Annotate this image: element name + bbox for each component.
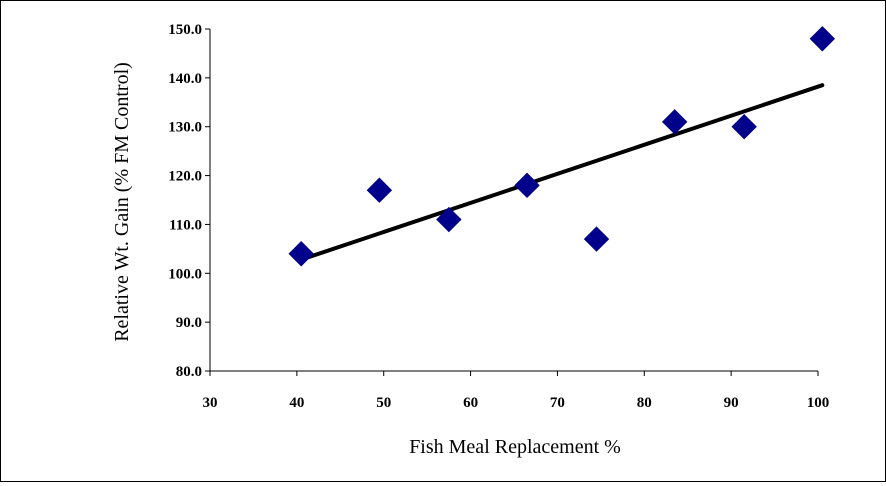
y-tick-labels: 80.0 90.0 100.0 110.0 120.0 130.0 140.0 150.0 — [168, 22, 202, 380]
data-point — [514, 172, 540, 199]
x-tick-label: 90 — [724, 395, 739, 411]
data-point — [583, 226, 610, 252]
x-tick-labels: 30 40 50 60 70 80 90 100 — [203, 395, 830, 411]
y-tick-label: 140.0 — [168, 71, 202, 87]
y-axis-title: Relative Wt. Gain (% FM Control) — [111, 62, 133, 342]
x-tick-label: 60 — [463, 395, 478, 411]
y-tick-label: 100.0 — [168, 266, 202, 282]
trendline-layer — [299, 83, 825, 262]
data-point — [809, 26, 836, 52]
axes — [205, 28, 819, 376]
y-tick-label: 90.0 — [176, 315, 202, 331]
data-point — [366, 177, 393, 203]
x-axis-title: Fish Meal Replacement % — [409, 436, 621, 458]
x-tick-label: 70 — [550, 395, 565, 411]
y-tick-label: 80.0 — [176, 364, 202, 380]
data-point — [731, 114, 757, 140]
y-tick-label: 150.0 — [168, 22, 202, 38]
data-point — [288, 241, 314, 267]
data-point — [661, 109, 688, 135]
data-point — [436, 206, 462, 233]
linear-trendline — [299, 83, 825, 262]
y-tick-label: 130.0 — [168, 120, 202, 136]
x-tick-label: 40 — [289, 395, 304, 411]
y-tick-label: 120.0 — [168, 169, 202, 185]
y-tick-label: 110.0 — [169, 217, 202, 233]
data-points — [288, 26, 836, 267]
x-tick-label: 50 — [376, 395, 391, 411]
x-tick-label: 100 — [807, 395, 830, 411]
x-tick-label: 80 — [637, 395, 652, 411]
x-tick-label: 30 — [203, 395, 218, 411]
